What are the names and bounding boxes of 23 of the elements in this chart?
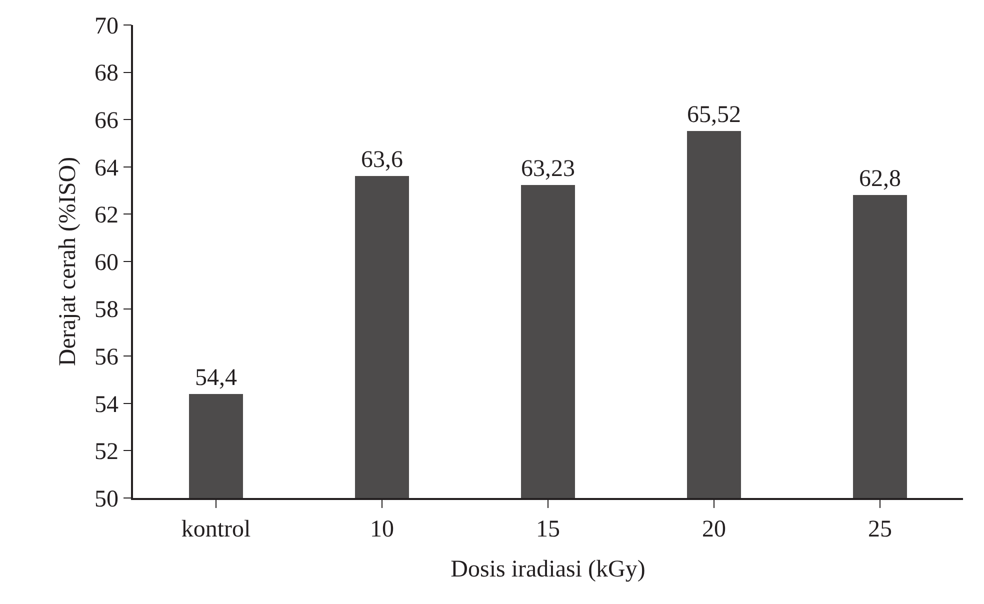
y-tick-label: 66 [94,108,118,134]
y-tick-label: 60 [94,250,118,276]
data-label: 63,23 [521,156,575,182]
x-tick-label: 10 [370,516,394,543]
data-label: 65,52 [687,102,741,128]
y-tick-label: 70 [94,13,118,40]
x-tick-label: 25 [868,516,892,543]
y-tick-label: 54 [94,392,118,418]
x-tick-label: kontrol [181,516,251,543]
data-label: 63,6 [361,147,403,173]
y-tick-label: 56 [94,344,118,370]
y-tick-label: 58 [94,297,118,324]
y-tick-label: 68 [94,60,118,87]
data-label: 54,4 [195,365,237,391]
y-axis-title: Derajat cerah (%ISO) [55,156,82,366]
data-label: 62,8 [859,166,901,192]
x-tick-label: 15 [536,516,560,543]
y-tick-label: 52 [94,439,118,466]
y-tick-label: 62 [94,202,118,229]
y-tick-label: 64 [94,155,118,182]
x-axis-title: Dosis iradiasi (kGy) [450,556,646,582]
y-tick-label: 50 [94,486,118,512]
x-tick-label: 20 [702,516,726,543]
